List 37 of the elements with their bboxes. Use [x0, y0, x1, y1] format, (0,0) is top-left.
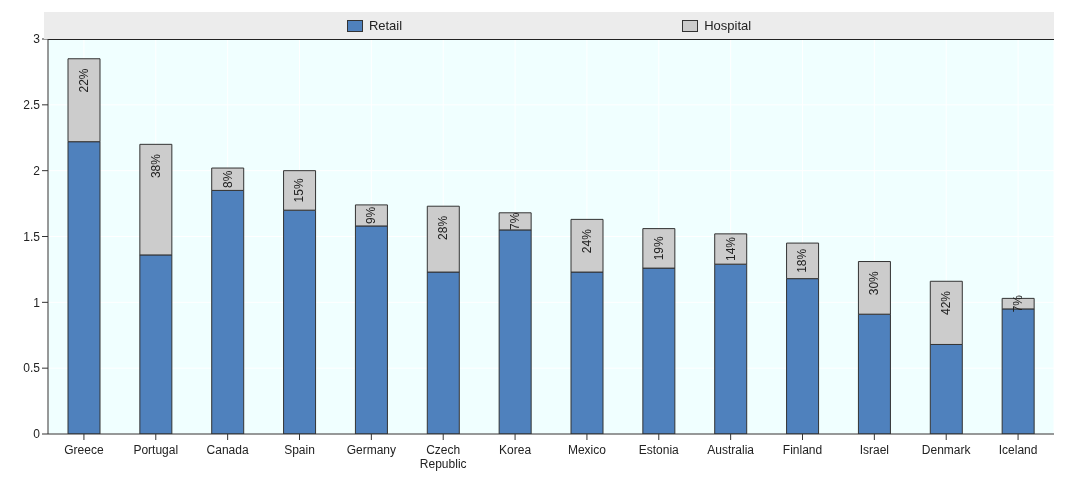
annotation: 30% [867, 270, 882, 296]
annotation: 8% [220, 170, 235, 188]
x-tick-label: Australia [707, 443, 755, 457]
y-tick-label: 0.5 [23, 361, 41, 376]
legend-label: Hospital [703, 18, 752, 33]
x-tick-label: Estonia [638, 443, 680, 457]
x-tick-label: Mexico [567, 443, 607, 457]
y-tick-label: 2.5 [23, 98, 41, 113]
x-tick-label: Canada [206, 443, 249, 457]
annotation: 22% [76, 68, 91, 93]
annotation: 28% [436, 215, 451, 240]
x-tick-label: Korea [499, 443, 532, 457]
y-tick-label: 1 [33, 295, 41, 310]
x-tick-label: Spain [284, 443, 315, 457]
legend-label: Retail [367, 18, 403, 33]
annotation: 19% [651, 236, 666, 261]
annotation: 24% [579, 228, 594, 254]
y-tick-label: 3 [33, 32, 41, 47]
annotation: 38% [148, 153, 163, 179]
y-tick-label: 2 [33, 163, 41, 178]
annotation: 18% [795, 248, 810, 273]
annotation: 42% [939, 290, 954, 316]
y-tick-label: 1.5 [23, 229, 41, 244]
x-tick-label: Greece [64, 443, 104, 457]
annotation: 14% [723, 236, 738, 262]
x-tick-label: Israel [859, 443, 890, 457]
annotation: 15% [292, 178, 307, 203]
x-tick-label: Portugal [133, 443, 179, 457]
x-tick-label: Czech Republic [419, 443, 467, 471]
y-tick-label: 0 [33, 427, 41, 442]
annotation: 7% [508, 212, 523, 231]
x-tick-label: Iceland [998, 443, 1038, 457]
x-tick-label: Finland [782, 443, 823, 457]
annotation: 7% [1011, 294, 1026, 313]
x-tick-label: Germany [346, 443, 397, 457]
x-tick-label: Denmark [921, 443, 972, 457]
annotation: 9% [364, 206, 379, 225]
